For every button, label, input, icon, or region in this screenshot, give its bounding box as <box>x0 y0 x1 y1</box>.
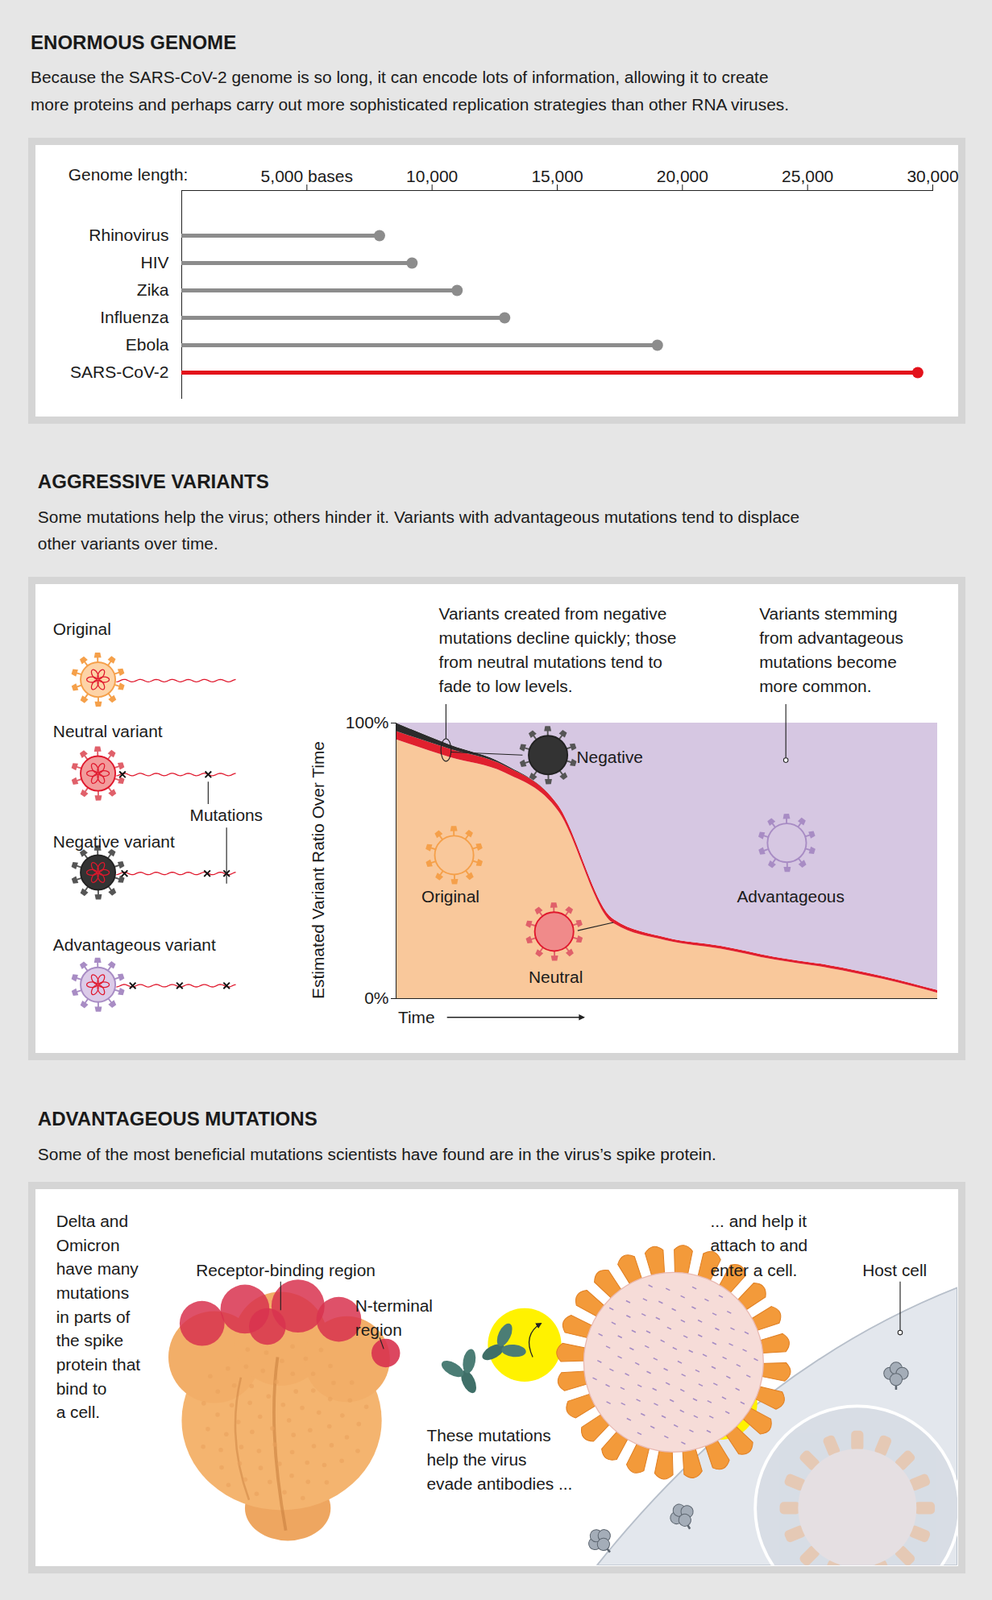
svg-text:15,000: 15,000 <box>531 166 583 186</box>
html-text:Time: Time <box>398 1007 435 1027</box>
html-text:Neutral variant: Neutral variant <box>53 722 163 741</box>
svg-text:Ebola: Ebola <box>125 335 170 354</box>
html-text:Negative: Negative <box>576 747 643 767</box>
html-text:Negative variant: Negative variant <box>53 832 175 851</box>
svg-text:Rhinovirus: Rhinovirus <box>88 225 169 245</box>
svg-text:30,000: 30,000 <box>906 166 959 186</box>
html-text:Some mutations help the virus;: Some mutations help the virus; others hi… <box>37 507 800 553</box>
html-text:Original: Original <box>421 887 480 907</box>
html-text:Genome length:: Genome length: <box>68 164 189 184</box>
html-text:Advantageous variant: Advantageous variant <box>53 935 216 954</box>
html-text:These mutations help the virus: These mutations help the virus evade ant… <box>426 1426 573 1494</box>
html-text:AGGRESSIVE VARIANTS: AGGRESSIVE VARIANTS <box>37 470 269 493</box>
html-text:Receptor-binding region: Receptor-binding region <box>195 1260 376 1280</box>
svg-text:Zika: Zika <box>136 280 170 299</box>
html-text:Estimated Variant Ratio Over T: Estimated Variant Ratio Over Time <box>308 741 328 1000</box>
svg-text:0%: 0% <box>364 988 389 1008</box>
html-text:Mutations: Mutations <box>189 805 263 825</box>
svg-text:Influenza: Influenza <box>99 307 170 327</box>
html-text:ADVANTAGEOUS MUTATIONS: ADVANTAGEOUS MUTATIONS <box>37 1108 318 1130</box>
html-text:Host cell: Host cell <box>862 1260 927 1280</box>
html-text:Delta and Omicron have many mu: Delta and Omicron have many mutations in… <box>56 1212 141 1422</box>
svg-text:SARS-CoV-2: SARS-CoV-2 <box>70 362 170 382</box>
html-text:Because the SARS-CoV-2 genome: Because the SARS-CoV-2 genome is so long… <box>30 67 789 114</box>
html-text:Variants stemming from advanta: Variants stemming from advantageous muta… <box>759 604 904 696</box>
html-text:Advantageous: Advantageous <box>736 887 845 907</box>
svg-text:5,000 bases: 5,000 bases <box>261 166 353 186</box>
html-text:Variants created from negative: Variants created from negative mutations… <box>438 604 677 696</box>
html-text:Some of the most beneficial mu: Some of the most beneficial mutations sc… <box>37 1145 717 1164</box>
html-text:ENORMOUS GENOME: ENORMOUS GENOME <box>30 31 237 54</box>
html-text:N-terminal region: N-terminal region <box>355 1296 433 1340</box>
html-text:... and help it attach to and: ... and help it attach to and enter a ce… <box>710 1211 808 1280</box>
html-text:Neutral: Neutral <box>528 968 583 987</box>
svg-text:20,000: 20,000 <box>656 166 709 186</box>
svg-text:HIV: HIV <box>140 253 169 272</box>
svg-text:25,000: 25,000 <box>781 166 834 186</box>
svg-text:100%: 100% <box>345 713 390 732</box>
svg-text:10,000: 10,000 <box>406 166 458 186</box>
html-text:Original: Original <box>53 620 112 639</box>
